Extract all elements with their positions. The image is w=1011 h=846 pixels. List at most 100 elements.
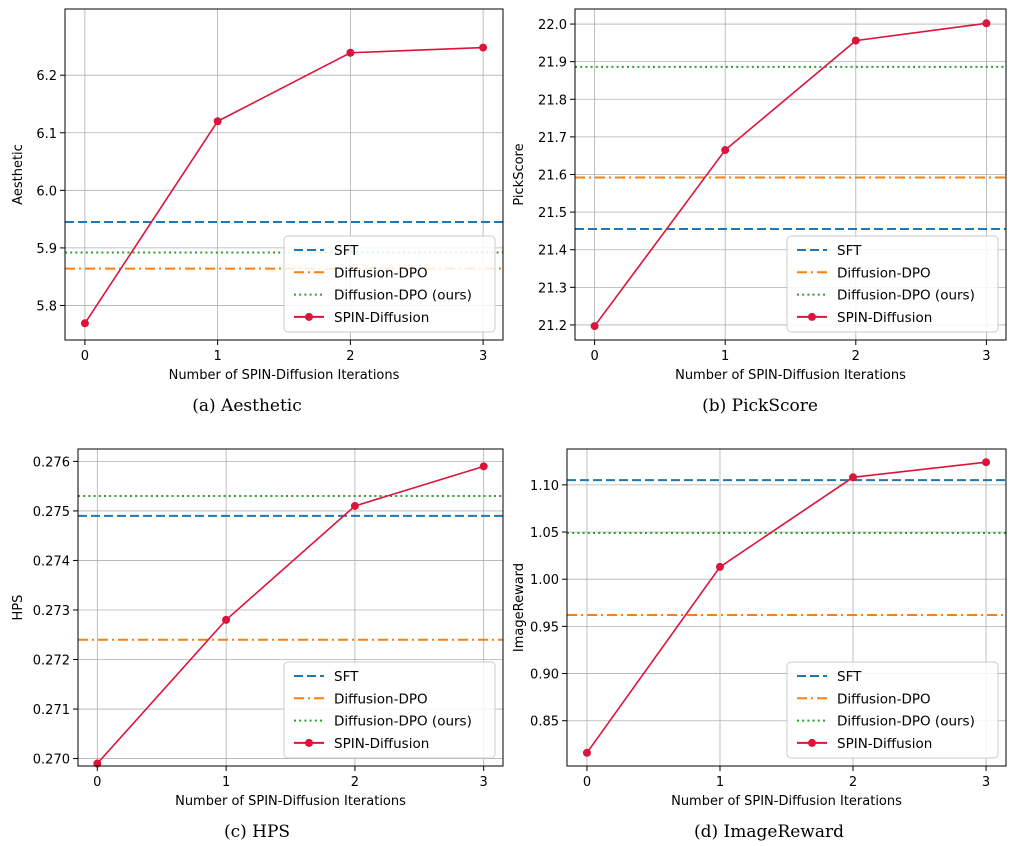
x-tick-label: 1: [213, 349, 221, 364]
y-tick-label: 0.272: [33, 654, 70, 669]
legend-marker: [305, 738, 313, 747]
legend-label: Diffusion-DPO: [837, 265, 931, 281]
legend-marker: [808, 738, 816, 747]
legend-label: Diffusion-DPO: [334, 691, 428, 707]
legend-label: SFT: [334, 243, 359, 259]
legend-box: [786, 235, 999, 333]
subfigure-caption: (b) PickScore: [702, 396, 818, 416]
legend-label: Diffusion-DPO (ours): [837, 288, 975, 304]
y-tick-label: 0.273: [33, 604, 70, 619]
data-point: [213, 117, 222, 126]
y-tick-label: 21.9: [538, 56, 567, 71]
x-tick-label: 1: [721, 349, 729, 364]
x-tick-label: 3: [982, 775, 990, 790]
y-tick-label: 0.276: [33, 455, 70, 470]
y-tick-label: 21.6: [538, 169, 567, 184]
legend-label: Diffusion-DPO (ours): [837, 714, 975, 730]
subfigure-caption: (a) Aesthetic: [192, 396, 302, 416]
x-tick-label: 3: [479, 349, 487, 364]
y-tick-label: 0.275: [33, 505, 70, 520]
chart-panel-3: 0 1 2 3 0.270 0.271 0.272 0.273 0.274 0.275 0.276 N…: [11, 448, 504, 842]
x-axis-label: Number of SPIN-Diffusion Iterations: [671, 794, 902, 809]
legend-box: [283, 235, 496, 333]
legend-label: SPIN-Diffusion: [837, 310, 932, 326]
y-tick-label: 0.271: [33, 703, 70, 718]
legend-label: Diffusion-DPO (ours): [334, 714, 472, 730]
x-tick-label: 1: [716, 775, 724, 790]
legend-label: Diffusion-DPO: [837, 691, 931, 707]
data-point: [350, 501, 359, 510]
data-point: [582, 748, 591, 757]
legend: SFT Diffusion-DPO Diffusion-DPO (ours) SPIN…: [786, 235, 999, 333]
legend-label: SPIN-Diffusion: [334, 736, 429, 752]
x-tick-label: 0: [590, 349, 598, 364]
data-point: [479, 43, 488, 52]
legend-label: SFT: [837, 243, 862, 259]
legend-label: Diffusion-DPO: [334, 265, 428, 281]
x-tick-label: 3: [982, 349, 990, 364]
legend-label: SPIN-Diffusion: [334, 310, 429, 326]
x-tick-label: 2: [849, 775, 857, 790]
y-tick-label: 21.7: [538, 131, 567, 146]
x-tick-label: 0: [81, 349, 89, 364]
y-tick-label: 1.00: [530, 573, 559, 588]
axes-frame: [64, 8, 504, 341]
y-tick-label: 0.274: [33, 554, 70, 569]
data-point: [982, 458, 991, 467]
x-tick-label: 2: [852, 349, 860, 364]
data-point: [982, 19, 991, 28]
y-tick-label: 6.1: [36, 127, 57, 142]
y-tick-label: 21.4: [538, 244, 567, 259]
x-axis-label: Number of SPIN-Diffusion Iterations: [675, 368, 906, 383]
x-axis-label: Number of SPIN-Diffusion Iterations: [169, 368, 400, 383]
y-tick-label: 21.8: [538, 93, 567, 108]
data-point: [80, 319, 89, 328]
y-tick-label: 21.2: [538, 319, 567, 334]
y-tick-label: 22.0: [538, 18, 567, 33]
axes-frame: [77, 448, 504, 767]
legend-label: SPIN-Diffusion: [837, 736, 932, 752]
legend: SFT Diffusion-DPO Diffusion-DPO (ours) SPIN…: [786, 661, 999, 759]
data-point: [721, 146, 730, 155]
data-point: [715, 562, 724, 571]
y-tick-label: 21.3: [538, 281, 567, 296]
x-tick-label: 2: [346, 349, 354, 364]
y-tick-label: 5.8: [36, 299, 57, 314]
legend-box: [283, 661, 496, 759]
legend-box: [786, 661, 999, 759]
data-point: [222, 615, 231, 624]
y-axis-label: HPS: [11, 595, 26, 621]
subfigure-caption: (d) ImageReward: [694, 822, 844, 842]
y-tick-label: 0.90: [530, 668, 559, 683]
chart-panel-2: 0 1 2 3 21.2 21.3 21.4 21.5 21.6 21.7 21.8 21.9 22.0…: [512, 8, 1007, 416]
subfigure-caption: (c) HPS: [224, 822, 290, 842]
legend-marker: [305, 312, 313, 321]
data-point: [851, 36, 860, 45]
y-tick-label: 6.0: [36, 184, 57, 199]
x-tick-label: 2: [351, 775, 359, 790]
legend-marker: [808, 312, 816, 321]
legend-label: SFT: [334, 669, 359, 685]
y-tick-label: 5.9: [36, 242, 57, 257]
x-tick-label: 1: [222, 775, 230, 790]
y-tick-label: 0.85: [530, 715, 559, 730]
y-tick-label: 1.10: [530, 479, 559, 494]
x-axis-label: Number of SPIN-Diffusion Iterations: [175, 794, 406, 809]
x-tick-label: 0: [583, 775, 591, 790]
y-tick-label: 21.5: [538, 206, 567, 221]
y-tick-label: 6.2: [36, 69, 57, 84]
y-axis-label: ImageReward: [512, 563, 527, 652]
y-axis-label: PickScore: [512, 143, 527, 205]
data-point: [346, 48, 355, 57]
data-point: [849, 473, 858, 482]
y-tick-label: 1.05: [530, 526, 559, 541]
series-line: [84, 46, 484, 324]
series-line: [593, 22, 987, 327]
y-tick-label: 0.95: [530, 620, 559, 635]
x-tick-label: 0: [93, 775, 101, 790]
legend-label: Diffusion-DPO (ours): [334, 288, 472, 304]
series-line: [96, 465, 484, 765]
chart-panel-4: 0 1 2 3 0.85 0.90 0.95 1.00 1.05 1.10 Number of SP…: [512, 448, 1007, 842]
legend: SFT Diffusion-DPO Diffusion-DPO (ours) SPIN…: [283, 661, 496, 759]
